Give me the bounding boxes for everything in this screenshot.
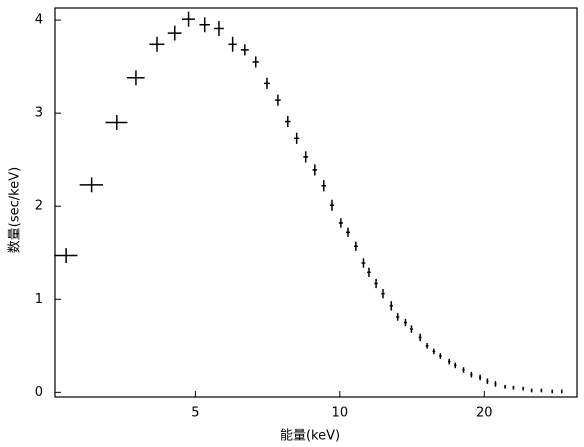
plot-frame <box>54 7 578 398</box>
x-tick-label: 20 <box>476 406 493 421</box>
y-tick-label: 4 <box>35 13 43 28</box>
y-axis-label: 数量(sec/keV) <box>8 167 23 253</box>
y-tick-label: 0 <box>35 385 43 400</box>
x-tick-label: 5 <box>191 406 199 421</box>
x-axis-label: 能量(keV) <box>280 429 340 444</box>
x-tick-label: 10 <box>332 406 349 421</box>
y-tick-label: 2 <box>35 199 43 214</box>
y-tick-label: 3 <box>35 106 43 121</box>
y-tick-label: 1 <box>35 292 43 307</box>
